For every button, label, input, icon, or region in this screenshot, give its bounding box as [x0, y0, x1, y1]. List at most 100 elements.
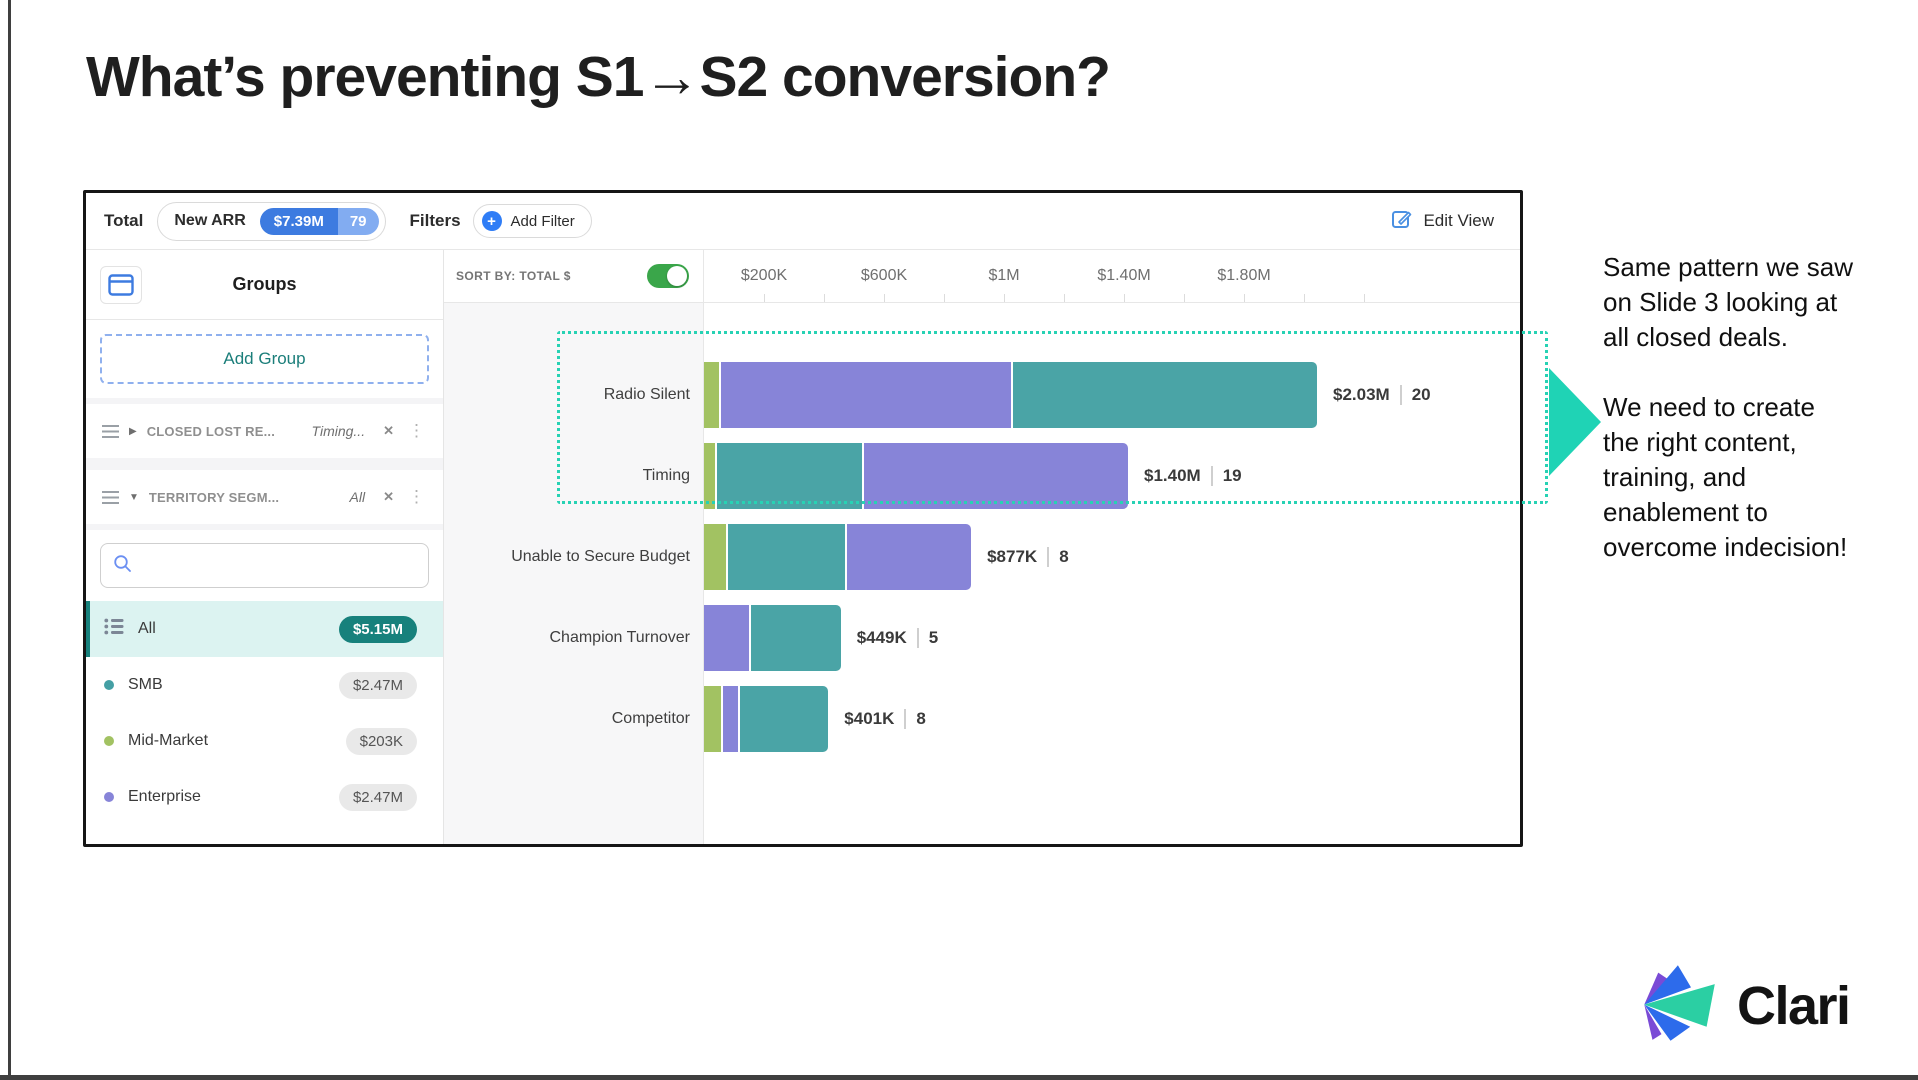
segment-row-all[interactable]: All $5.15M: [86, 601, 443, 657]
sort-toggle[interactable]: [647, 264, 689, 288]
bar-count: 8: [916, 708, 926, 728]
chart-row: Competitor $401K 8: [444, 678, 1520, 759]
stacked-bar[interactable]: [704, 523, 972, 590]
bar-segment-enterprise[interactable]: [721, 361, 1011, 428]
bar-segment-smb[interactable]: [727, 523, 845, 590]
x-axis-tick: [1304, 294, 1305, 302]
drag-handle-icon[interactable]: [102, 424, 119, 438]
total-label: Total: [104, 211, 144, 230]
bar-segment-mid-market[interactable]: [704, 442, 715, 509]
edit-pencil-icon: [1391, 208, 1413, 235]
dashboard-body: Groups Add Group ▶ CLOSED LOST RE... Tim…: [86, 250, 1520, 844]
chart-row: Champion Turnover $449K 5: [444, 597, 1520, 678]
dashboard-topbar: Total New ARR $7.39M 79 Filters + Add Fi…: [86, 193, 1520, 250]
smb-dot-icon: [104, 680, 114, 690]
metric-count-badge: 79: [337, 207, 379, 235]
list-icon: [104, 618, 124, 640]
groups-sidebar: Groups Add Group ▶ CLOSED LOST RE... Tim…: [86, 250, 444, 844]
close-icon[interactable]: ✕: [383, 489, 394, 504]
bar-amount: $401K: [844, 708, 895, 728]
bar-segment-mid-market[interactable]: [704, 685, 721, 752]
bar-segment-smb[interactable]: [739, 685, 829, 752]
segment-label: Enterprise: [128, 788, 201, 805]
drag-handle-icon[interactable]: [102, 490, 119, 504]
chart-rows: Radio Silent $2.03M 20 Timing $1.40M 19 Unable…: [444, 354, 1520, 759]
sort-by-label: SORT BY: TOTAL $: [456, 269, 571, 283]
bar-category-label: Champion Turnover: [549, 628, 690, 646]
bar-value-label: $877K 8: [987, 546, 1069, 567]
group-value: Timing...: [311, 423, 366, 439]
clari-logo-mark-icon: [1641, 962, 1723, 1049]
group-value: All: [349, 489, 366, 505]
bar-value-label: $401K 8: [844, 708, 926, 729]
add-group-button[interactable]: Add Group: [100, 334, 429, 384]
segment-row-smb[interactable]: SMB $2.47M: [86, 657, 443, 713]
chart-header: SORT BY: TOTAL $ $200K $600K $1M $1.40M $1.8…: [444, 250, 1520, 303]
kebab-menu-icon[interactable]: ⋮: [408, 487, 425, 506]
groups-title: Groups: [232, 274, 297, 294]
slide-bottom-border: [0, 1075, 1918, 1080]
x-axis-tick: [884, 294, 885, 302]
bar-category-label: Unable to Secure Budget: [511, 547, 690, 565]
callout-arrow-icon: [1549, 368, 1601, 476]
edit-view-button[interactable]: Edit View: [1383, 202, 1502, 241]
bar-amount: $1.40M: [1144, 465, 1201, 485]
bar-segment-smb[interactable]: [751, 604, 841, 671]
annotation-paragraph-2: We need to create the right content, tra…: [1603, 392, 1848, 562]
bar-segment-enterprise[interactable]: [846, 523, 972, 590]
x-axis-label: $200K: [740, 267, 788, 284]
chevron-right-icon[interactable]: ▶: [129, 425, 137, 437]
add-group-wrap: Add Group: [86, 320, 443, 398]
bar-segment-smb[interactable]: [1012, 361, 1317, 428]
bar-segment-mid-market[interactable]: [704, 523, 726, 590]
close-icon[interactable]: ✕: [383, 423, 394, 438]
segment-amount-badge: $2.47M: [338, 671, 417, 699]
bar-segment-mid-market[interactable]: [704, 361, 719, 428]
bar-segment-enterprise[interactable]: [864, 442, 1128, 509]
x-axis-tick: [944, 294, 945, 302]
bar-category-label: Radio Silent: [603, 385, 690, 403]
bar-chart: SORT BY: TOTAL $ $200K $600K $1M $1.40M $1.8…: [444, 250, 1520, 844]
chart-body: Radio Silent $2.03M 20 Timing $1.40M 19 Unable…: [444, 303, 1520, 844]
stacked-bar[interactable]: [704, 685, 829, 752]
group-row-closed-lost[interactable]: ▶ CLOSED LOST RE... Timing... ✕ ⋮: [86, 404, 443, 458]
group-row-territory[interactable]: ▼ TERRITORY SEGM... All ✕ ⋮: [86, 470, 443, 524]
segment-row-mid-market[interactable]: Mid-Market $203K: [86, 713, 443, 769]
value-separator: [904, 708, 907, 729]
metric-badge: $7.39M 79: [259, 207, 379, 235]
metric-pill[interactable]: New ARR $7.39M 79: [157, 201, 386, 241]
sort-by-cell: SORT BY: TOTAL $: [444, 250, 704, 303]
mid-market-dot-icon: [104, 736, 114, 746]
x-axis-tick: [1064, 294, 1065, 302]
x-axis-tick: [1364, 294, 1365, 302]
stacked-bar[interactable]: [704, 604, 841, 671]
chevron-down-icon[interactable]: ▼: [129, 491, 139, 503]
segment-row-enterprise[interactable]: Enterprise $2.47M: [86, 769, 443, 825]
bar-segment-smb[interactable]: [716, 442, 862, 509]
bar-segment-enterprise[interactable]: [722, 685, 738, 752]
x-axis-tick: [1244, 294, 1245, 302]
toggle-knob: [667, 266, 687, 286]
bar-count: 19: [1222, 465, 1242, 485]
stacked-bar[interactable]: [704, 442, 1128, 509]
chart-row: Radio Silent $2.03M 20: [444, 354, 1520, 435]
annotation-paragraph-1: Same pattern we saw on Slide 3 looking a…: [1603, 252, 1854, 352]
bar-amount: $877K: [987, 546, 1038, 566]
stacked-bar[interactable]: [704, 361, 1317, 428]
bar-count: 20: [1411, 384, 1431, 404]
segment-amount-badge: $2.47M: [338, 783, 417, 811]
segment-amount-badge: $5.15M: [338, 615, 417, 643]
x-axis-label: $1.80M: [1217, 267, 1271, 284]
clari-logo: Clari: [1641, 962, 1851, 1049]
kebab-menu-icon[interactable]: ⋮: [408, 421, 425, 440]
search-icon: [113, 554, 132, 578]
x-axis-label: $1M: [988, 267, 1020, 284]
bar-category-label: Competitor: [611, 709, 690, 727]
panel-layout-button[interactable]: [100, 265, 142, 304]
add-filter-button[interactable]: + Add Filter: [472, 204, 592, 238]
window-panel-icon: [108, 273, 134, 296]
search-input[interactable]: [140, 557, 416, 574]
bar-segment-enterprise[interactable]: [704, 604, 749, 671]
dashboard-panel: Total New ARR $7.39M 79 Filters + Add Fi…: [83, 190, 1523, 847]
search-box[interactable]: [100, 543, 429, 588]
